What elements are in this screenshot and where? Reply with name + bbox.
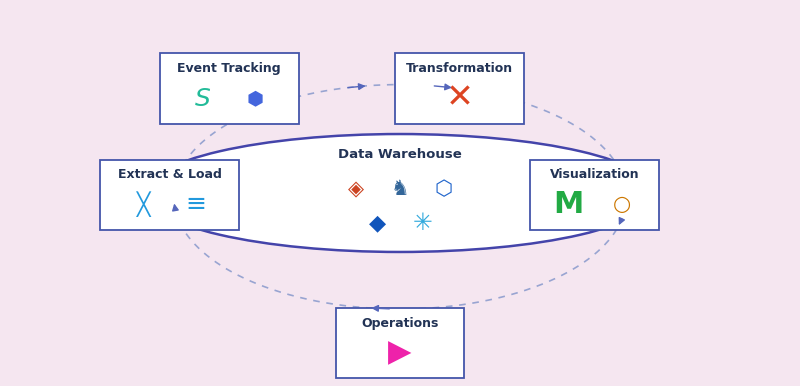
Text: ✳: ✳ xyxy=(412,212,432,235)
Text: ╳: ╳ xyxy=(137,191,150,217)
Text: ≡: ≡ xyxy=(186,192,206,217)
Text: Extract & Load: Extract & Load xyxy=(118,168,222,181)
Text: ✕: ✕ xyxy=(446,81,474,114)
Text: ○: ○ xyxy=(614,195,631,214)
Text: Data Warehouse: Data Warehouse xyxy=(338,149,462,161)
Text: ♞: ♞ xyxy=(390,179,410,199)
Text: S: S xyxy=(195,87,211,111)
Text: Event Tracking: Event Tracking xyxy=(178,62,281,75)
FancyBboxPatch shape xyxy=(160,53,298,124)
Text: ◆: ◆ xyxy=(369,213,386,234)
Text: M: M xyxy=(554,190,584,219)
FancyBboxPatch shape xyxy=(530,160,659,230)
FancyBboxPatch shape xyxy=(336,308,464,378)
Text: Visualization: Visualization xyxy=(550,168,639,181)
Text: ⬢: ⬢ xyxy=(247,90,264,108)
Text: Transformation: Transformation xyxy=(406,62,513,75)
FancyBboxPatch shape xyxy=(395,53,524,124)
Text: ⬡: ⬡ xyxy=(434,179,453,199)
Text: ▶: ▶ xyxy=(388,338,412,367)
Text: Operations: Operations xyxy=(362,317,438,330)
FancyBboxPatch shape xyxy=(100,160,239,230)
Text: ◈: ◈ xyxy=(348,179,364,199)
Ellipse shape xyxy=(145,134,655,252)
